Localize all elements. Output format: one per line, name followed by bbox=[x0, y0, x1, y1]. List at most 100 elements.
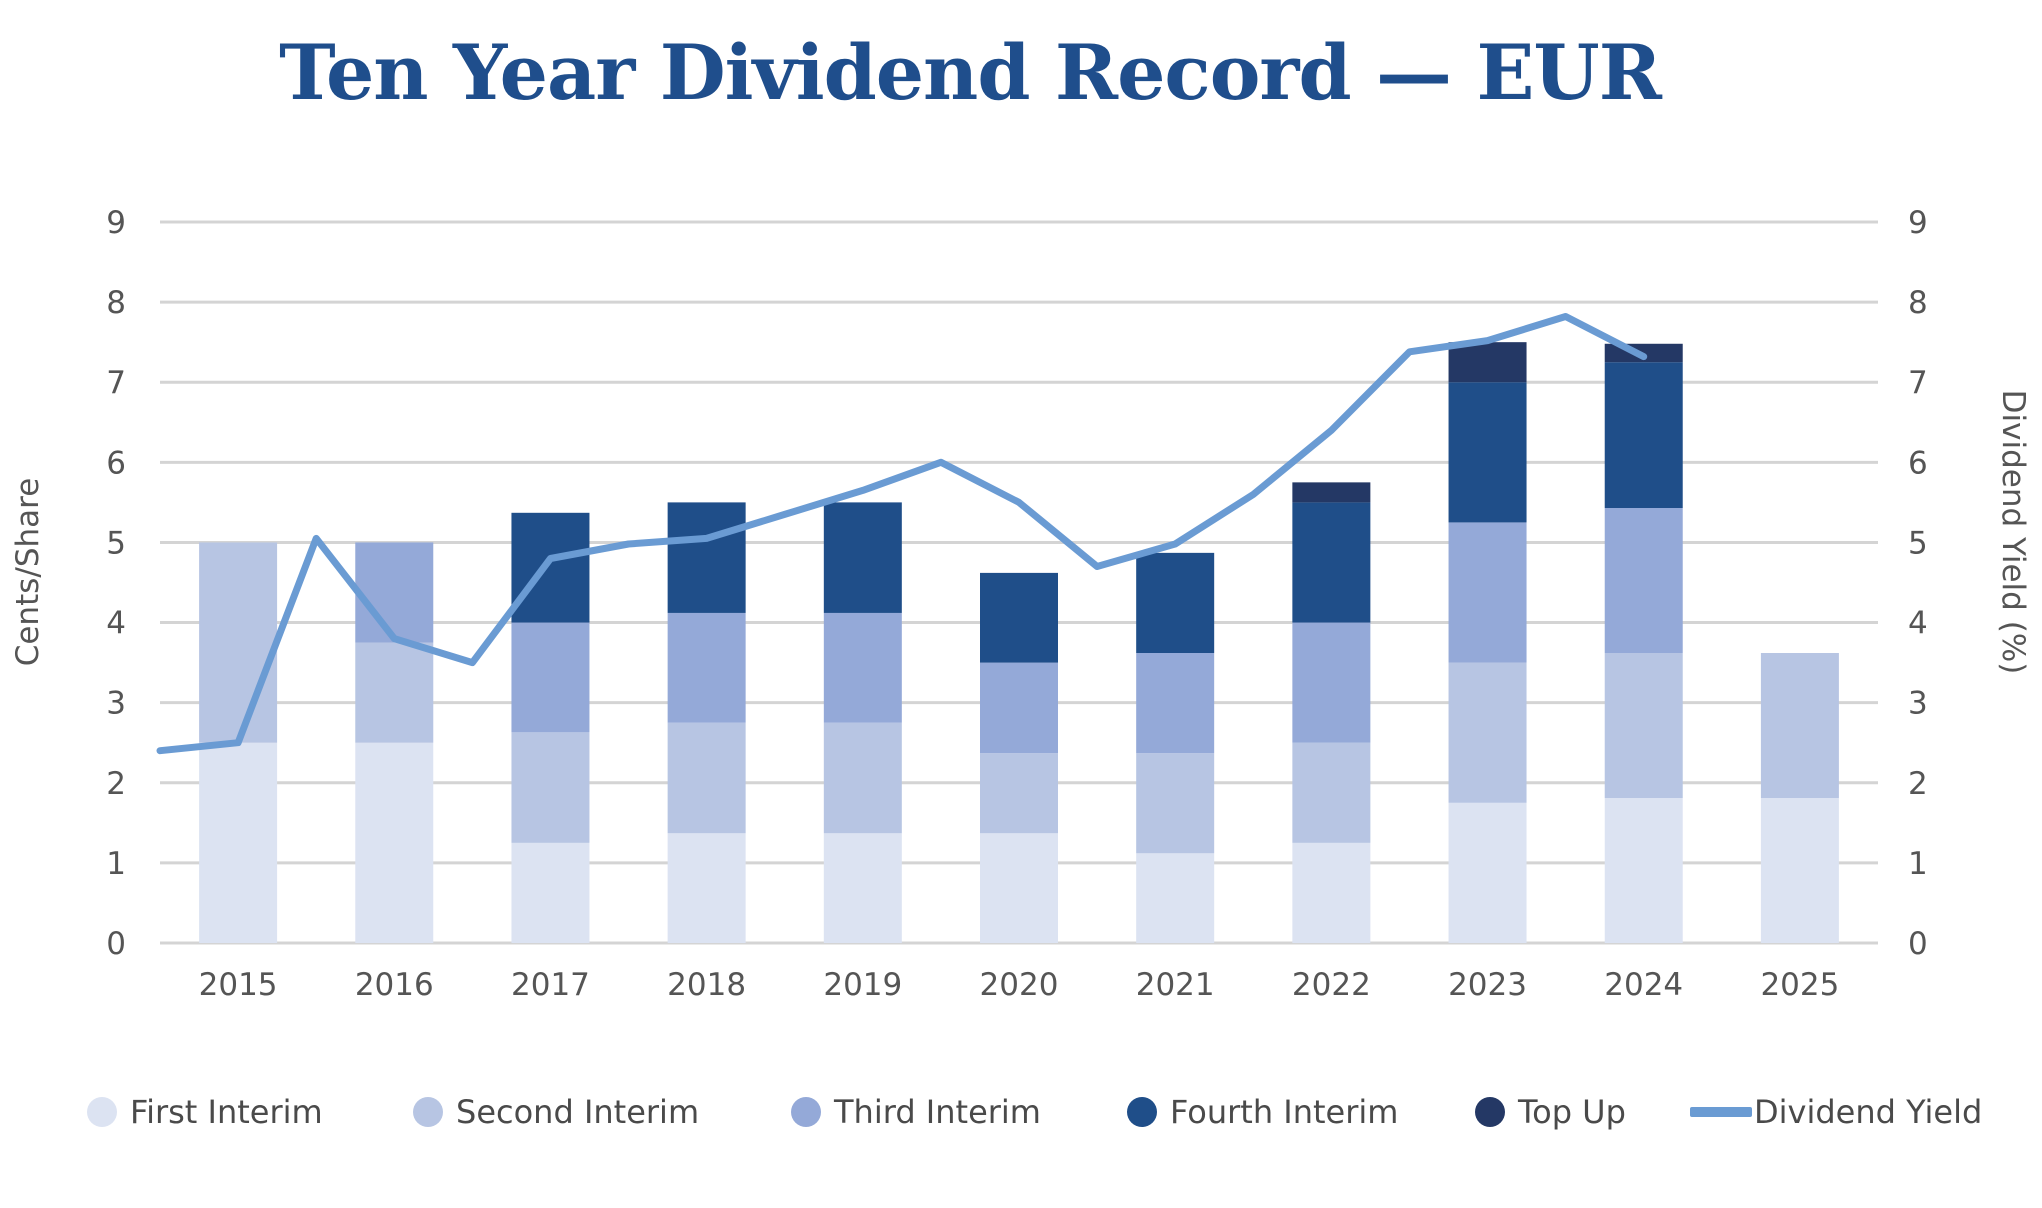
legend-swatch bbox=[87, 1097, 117, 1127]
bar-third-interim-2022 bbox=[1292, 622, 1371, 743]
x-tick-label: 2015 bbox=[199, 967, 278, 1003]
bar-second-interim-2017 bbox=[511, 732, 590, 843]
bar-second-interim-2020 bbox=[980, 753, 1058, 834]
legend-swatch bbox=[1475, 1097, 1505, 1127]
y-tick-label: 5 bbox=[106, 525, 126, 561]
bar-fourth-interim-2023 bbox=[1448, 382, 1527, 523]
x-axis-ticks: 2015 2016 2017 2018 2019 2020 2021 2022 2023 2024… bbox=[199, 967, 1840, 1003]
bar-first-interim-2025 bbox=[1760, 797, 1839, 943]
y-tick-label: 8 bbox=[106, 285, 126, 321]
bar-first-interim-2024 bbox=[1604, 797, 1683, 943]
y2-tick-label: 8 bbox=[1908, 285, 1928, 321]
legend-item-third-interim: Third Interim bbox=[791, 1093, 1041, 1131]
bar-fourth-interim-2019 bbox=[823, 502, 902, 613]
x-tick-label: 2022 bbox=[1292, 967, 1371, 1003]
bar-fourth-interim-2024 bbox=[1604, 362, 1683, 508]
x-tick-label: 2023 bbox=[1448, 967, 1527, 1003]
legend-swatch bbox=[1127, 1097, 1157, 1127]
bar-second-interim-2024 bbox=[1604, 652, 1683, 798]
bar-third-interim-2024 bbox=[1604, 507, 1683, 653]
right-axis-ticks: 0 1 2 3 4 5 6 7 8 9 bbox=[1908, 205, 1928, 962]
bar-first-interim-2023 bbox=[1448, 802, 1527, 943]
y2-tick-label: 1 bbox=[1908, 846, 1928, 882]
bar-third-interim-2021 bbox=[1136, 652, 1215, 754]
y-tick-label: 0 bbox=[106, 926, 126, 962]
chart-title: Ten Year Dividend Record — EUR bbox=[279, 28, 1662, 117]
y2-tick-label: 3 bbox=[1908, 686, 1928, 722]
legend-item-fourth-interim: Fourth Interim bbox=[1127, 1093, 1398, 1131]
left-axis-ticks: 0 1 2 3 4 5 6 7 8 9 bbox=[106, 205, 126, 962]
legend-label: Top Up bbox=[1517, 1093, 1626, 1131]
y2-tick-label: 0 bbox=[1908, 926, 1928, 962]
bar-second-interim-2023 bbox=[1448, 662, 1527, 803]
y2-tick-label: 6 bbox=[1908, 445, 1928, 481]
bar-first-interim-2020 bbox=[980, 833, 1058, 943]
legend-swatch bbox=[1690, 1107, 1752, 1117]
y2-tick-label: 5 bbox=[1908, 525, 1928, 561]
bar-first-interim-2019 bbox=[823, 833, 902, 943]
legend-swatch bbox=[791, 1097, 821, 1127]
x-tick-label: 2024 bbox=[1604, 967, 1683, 1003]
bar-first-interim-2022 bbox=[1292, 842, 1371, 943]
y-tick-label: 9 bbox=[106, 205, 126, 241]
bar-second-interim-2022 bbox=[1292, 742, 1371, 843]
bar-third-interim-2016 bbox=[355, 542, 434, 643]
bar-first-interim-2021 bbox=[1136, 853, 1215, 943]
y2-tick-label: 9 bbox=[1908, 205, 1928, 241]
y2-tick-label: 2 bbox=[1908, 766, 1928, 802]
legend-item-top-up: Top Up bbox=[1475, 1093, 1626, 1131]
bar-top-up-2022 bbox=[1292, 482, 1371, 503]
x-tick-label: 2020 bbox=[980, 967, 1059, 1003]
bar-second-interim-2015 bbox=[199, 542, 278, 743]
bar-first-interim-2016 bbox=[355, 742, 434, 943]
bar-third-interim-2023 bbox=[1448, 522, 1527, 663]
bar-second-interim-2016 bbox=[355, 642, 434, 743]
bar-fourth-interim-2022 bbox=[1292, 502, 1371, 623]
legend-label: Second Interim bbox=[456, 1093, 699, 1131]
bar-first-interim-2015 bbox=[199, 742, 278, 943]
y-tick-label: 6 bbox=[106, 445, 126, 481]
x-tick-label: 2019 bbox=[823, 967, 902, 1003]
x-tick-label: 2025 bbox=[1760, 967, 1839, 1003]
legend-item-dividend-yield: Dividend Yield bbox=[1690, 1093, 1982, 1131]
bar-fourth-interim-2020 bbox=[980, 572, 1058, 663]
bar-first-interim-2017 bbox=[511, 842, 590, 943]
bar-second-interim-2025 bbox=[1760, 652, 1839, 798]
bar-second-interim-2019 bbox=[823, 722, 902, 834]
bar-third-interim-2017 bbox=[511, 622, 590, 733]
bars bbox=[199, 342, 1839, 943]
x-tick-label: 2021 bbox=[1136, 967, 1215, 1003]
y-tick-label: 2 bbox=[106, 766, 126, 802]
bar-third-interim-2018 bbox=[667, 612, 746, 723]
legend-label: Third Interim bbox=[833, 1093, 1041, 1131]
legend-label: Fourth Interim bbox=[1170, 1093, 1398, 1131]
legend-item-first-interim: First Interim bbox=[87, 1093, 323, 1131]
y-axis-title: Cents/Share bbox=[10, 478, 46, 667]
y2-axis-title: Dividend Yield (%) bbox=[1995, 390, 2031, 675]
legend-swatch bbox=[413, 1097, 443, 1127]
bar-fourth-interim-2021 bbox=[1136, 552, 1215, 653]
y-tick-label: 1 bbox=[106, 846, 126, 882]
legend-item-second-interim: Second Interim bbox=[413, 1093, 699, 1131]
bar-second-interim-2021 bbox=[1136, 753, 1215, 854]
y-tick-label: 3 bbox=[106, 686, 126, 722]
bar-third-interim-2019 bbox=[823, 612, 902, 723]
y-tick-label: 4 bbox=[106, 606, 126, 642]
bar-top-up-2023 bbox=[1448, 342, 1527, 383]
y2-tick-label: 4 bbox=[1908, 606, 1928, 642]
legend-label: Dividend Yield bbox=[1754, 1093, 1982, 1131]
yield-line-layer bbox=[156, 313, 1648, 755]
bar-third-interim-2020 bbox=[980, 662, 1058, 754]
bar-first-interim-2018 bbox=[667, 833, 746, 943]
legend: First Interim Second Interim Third Interim… bbox=[87, 1093, 1982, 1131]
y2-tick-label: 7 bbox=[1908, 365, 1928, 401]
bar-fourth-interim-2018 bbox=[667, 502, 746, 613]
y-tick-label: 7 bbox=[106, 365, 126, 401]
dividend-yield-line bbox=[156, 313, 1648, 755]
bar-fourth-interim-2017 bbox=[511, 512, 590, 623]
x-tick-label: 2016 bbox=[355, 967, 434, 1003]
x-tick-label: 2018 bbox=[667, 967, 746, 1003]
legend-label: First Interim bbox=[130, 1093, 323, 1131]
x-tick-label: 2017 bbox=[511, 967, 590, 1003]
